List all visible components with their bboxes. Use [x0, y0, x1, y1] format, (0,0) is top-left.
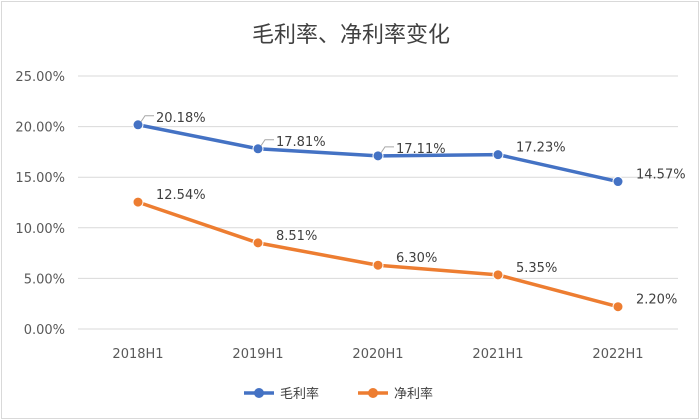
- data-label: 6.30%: [396, 251, 437, 266]
- y-tick-label: 20.00%: [15, 121, 65, 136]
- label-leader-line: [260, 139, 274, 147]
- label-leader-line: [380, 146, 394, 154]
- x-tick-label: 2022H1: [592, 347, 643, 362]
- legend: 毛利率 净利率: [244, 386, 433, 402]
- data-point: [612, 176, 624, 188]
- chart-title: 毛利率、净利率变化: [252, 23, 450, 48]
- y-axis-ticks: 0.00% 5.00% 10.00% 15.00% 20.00% 25.00%: [15, 70, 65, 338]
- y-tick-label: 25.00%: [15, 70, 65, 85]
- series-lines: [132, 119, 624, 313]
- x-tick-label: 2020H1: [352, 347, 403, 362]
- data-point: [492, 269, 504, 281]
- data-point: [492, 149, 504, 161]
- data-label: 8.51%: [276, 229, 317, 244]
- y-tick-label: 0.00%: [24, 323, 65, 338]
- data-point: [372, 259, 384, 271]
- data-label: 17.23%: [516, 141, 566, 156]
- label-leader-line: [140, 115, 154, 123]
- data-label: 17.81%: [276, 135, 326, 150]
- x-tick-label: 2018H1: [112, 347, 163, 362]
- x-tick-label: 2021H1: [472, 347, 523, 362]
- legend-label: 毛利率: [280, 386, 319, 402]
- data-point: [252, 143, 264, 155]
- data-label: 2.20%: [636, 293, 677, 308]
- x-tick-label: 2019H1: [232, 347, 283, 362]
- data-point: [252, 237, 264, 249]
- data-point: [372, 150, 384, 162]
- gridlines: [78, 75, 678, 330]
- legend-swatch-marker: [368, 388, 378, 398]
- y-tick-label: 10.00%: [15, 222, 65, 237]
- y-tick-label: 15.00%: [15, 171, 65, 186]
- series-line-2: [136, 200, 620, 309]
- data-point: [132, 196, 144, 208]
- data-point: [132, 119, 144, 131]
- data-label: 5.35%: [516, 261, 557, 276]
- data-label: 20.18%: [156, 111, 206, 126]
- data-label: 17.11%: [396, 142, 446, 157]
- legend-swatch-marker: [254, 388, 264, 398]
- y-tick-label: 5.00%: [24, 272, 65, 287]
- x-axis-ticks: 2018H1 2019H1 2020H1 2021H1 2022H1: [112, 347, 643, 362]
- data-point: [612, 301, 624, 313]
- data-label: 12.54%: [156, 188, 206, 203]
- data-labels: 20.18% 17.81% 17.11% 17.23% 14.57% 12.54% 8.51…: [140, 111, 686, 308]
- data-label: 14.57%: [636, 168, 686, 183]
- legend-label: 净利率: [394, 386, 433, 402]
